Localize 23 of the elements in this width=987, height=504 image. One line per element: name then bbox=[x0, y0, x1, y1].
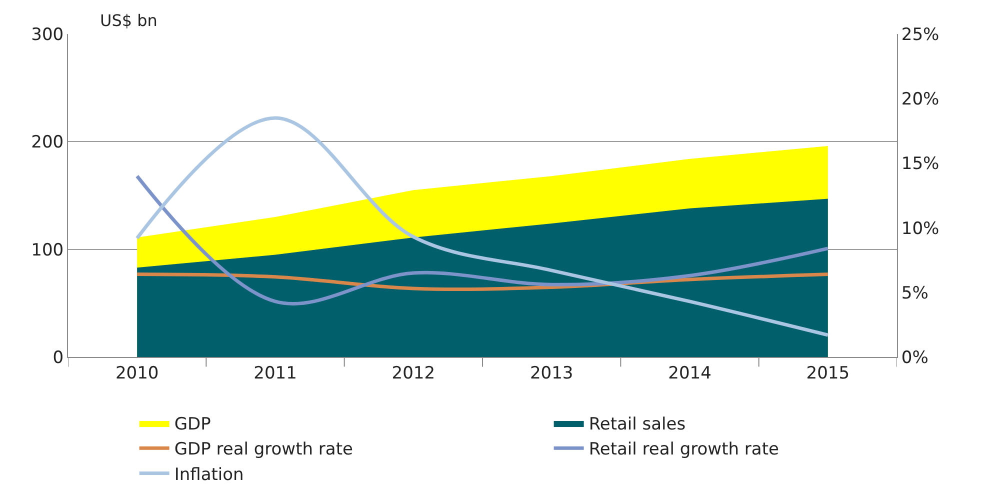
y-tick-label: 0 bbox=[52, 348, 64, 368]
legend-label: GDP real growth rate bbox=[174, 440, 353, 460]
x-tick-label: 2012 bbox=[392, 363, 436, 384]
y-tick-label: 200 bbox=[31, 132, 64, 153]
y2-tick-label: 15% bbox=[901, 154, 940, 174]
y-tick-label: 300 bbox=[31, 24, 64, 45]
y-axis-title: US$ bn bbox=[100, 11, 158, 30]
y-tick-label: 100 bbox=[31, 240, 64, 260]
line-series bbox=[135, 116, 830, 337]
x-tick-label: 2013 bbox=[530, 363, 574, 384]
y2-tick-label: 25% bbox=[901, 24, 940, 45]
legend-label: Inflation bbox=[174, 464, 244, 485]
legend-label: Retail real growth rate bbox=[588, 440, 779, 460]
legend-label: Retail sales bbox=[588, 414, 686, 435]
x-tick-label: 2014 bbox=[668, 363, 712, 384]
x-tick-label: 2011 bbox=[254, 363, 297, 384]
y2-tick-label: 0% bbox=[901, 348, 928, 368]
y2-tick-label: 10% bbox=[901, 218, 940, 239]
x-tick-label: 2015 bbox=[806, 363, 850, 384]
y2-tick-label: 20% bbox=[901, 90, 940, 110]
legend-label: GDP bbox=[174, 414, 211, 435]
x-tick-label: 2010 bbox=[115, 363, 159, 384]
y2-tick-label: 5% bbox=[901, 283, 928, 304]
